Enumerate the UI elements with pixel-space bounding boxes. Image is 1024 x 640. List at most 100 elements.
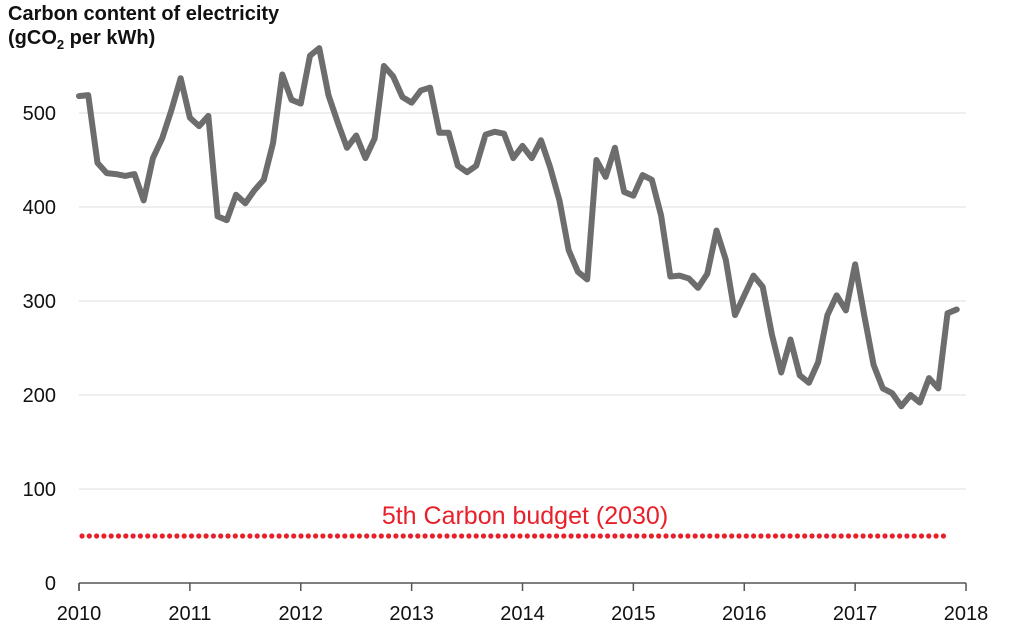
reference-dot: [772, 533, 779, 539]
x-tick-label: 2011: [168, 603, 211, 625]
chart-title-line1: Carbon content of electricity: [8, 3, 280, 25]
reference-dot: [641, 533, 647, 539]
reference-dot: [721, 533, 728, 539]
reference-dot: [539, 533, 545, 539]
reference-dot: [824, 533, 830, 539]
reference-dot: [860, 533, 866, 539]
x-tick-label: 2018: [944, 603, 989, 625]
reference-dot: [685, 533, 691, 539]
reference-dot: [313, 533, 319, 539]
reference-dot: [597, 533, 603, 539]
y-tick-label: 500: [23, 103, 56, 125]
reference-dot: [254, 533, 260, 539]
reference-dot: [845, 533, 852, 539]
reference-dot: [203, 533, 209, 539]
reference-dot: [634, 533, 640, 539]
reference-dot: [364, 533, 370, 539]
reference-dot: [648, 533, 655, 539]
reference-dot: [736, 533, 742, 539]
reference-dot: [101, 533, 107, 539]
reference-dot: [130, 533, 136, 539]
x-tick-label: 2014: [500, 603, 545, 625]
chart-title-line2: (gCO2 per kWh): [8, 26, 155, 57]
reference-dot: [605, 533, 611, 539]
reference-dot: [196, 533, 202, 539]
reference-dot: [809, 533, 815, 539]
reference-dot: [787, 533, 793, 539]
reference-dot: [123, 533, 129, 539]
reference-dot: [882, 533, 888, 539]
reference-dot: [495, 533, 501, 539]
reference-dot: [802, 533, 808, 539]
reference-dot: [517, 533, 523, 539]
y-tick-label: 200: [23, 385, 56, 407]
reference-dot: [524, 533, 530, 539]
reference-dot: [415, 533, 421, 539]
reference-dot: [933, 533, 939, 539]
reference-dot: [108, 533, 114, 539]
reference-dot: [561, 533, 567, 539]
reference-dot: [904, 533, 910, 539]
reference-dot: [918, 533, 925, 539]
reference-dot: [145, 533, 151, 539]
reference-dot: [488, 533, 494, 539]
reference-dot: [152, 533, 158, 539]
reference-dot: [911, 533, 917, 539]
reference-dot: [663, 533, 669, 539]
reference-dot: [174, 533, 180, 539]
reference-dot: [378, 533, 384, 539]
x-tick-label: 2013: [389, 603, 434, 625]
reference-dot: [816, 533, 822, 539]
reference-dot: [758, 533, 764, 539]
reference-dot: [473, 533, 479, 539]
reference-dot: [400, 533, 406, 539]
reference-dot: [115, 533, 122, 539]
reference-dot: [86, 533, 92, 539]
reference-dot: [437, 533, 443, 539]
reference-dot: [619, 533, 625, 539]
y-tick-label: 300: [23, 291, 56, 313]
reference-dot: [429, 533, 435, 539]
reference-dot: [853, 533, 859, 539]
reference-label: 5th Carbon budget (2030): [382, 502, 668, 530]
reference-dot: [546, 533, 552, 539]
reference-dot: [670, 533, 676, 539]
y-tick-label: 400: [23, 197, 56, 219]
reference-dot: [356, 533, 362, 539]
reference-dot: [780, 533, 786, 539]
reference-dot: [210, 533, 216, 539]
reference-dot: [532, 533, 538, 539]
reference-dot: [553, 533, 560, 539]
reference-dot: [765, 533, 771, 539]
x-tick-label: 2017: [833, 603, 878, 625]
reference-dot: [371, 533, 377, 539]
title-subscript: 2: [56, 37, 65, 52]
reference-dot: [838, 533, 844, 539]
reference-dot: [626, 533, 633, 539]
reference-dot: [94, 533, 100, 539]
reference-dot: [940, 533, 947, 539]
reference-dot: [714, 533, 720, 539]
reference-dot: [393, 533, 399, 539]
reference-dot: [137, 533, 143, 539]
reference-dot: [794, 533, 801, 539]
reference-dot: [480, 533, 487, 539]
reference-dot: [590, 533, 596, 539]
reference-dot: [327, 533, 333, 539]
reference-dot: [305, 533, 311, 539]
x-tick-label: 2015: [611, 603, 656, 625]
reference-dot: [743, 533, 749, 539]
x-tick-label: 2016: [722, 603, 767, 625]
reference-dot: [79, 533, 85, 539]
reference-dot: [232, 533, 238, 539]
reference-dot: [261, 533, 268, 539]
reference-dot: [247, 533, 253, 539]
reference-dot: [269, 533, 275, 539]
reference-dot: [751, 533, 757, 539]
reference-dot: [692, 533, 698, 539]
reference-dot: [568, 533, 574, 539]
reference-dot: [583, 533, 589, 539]
reference-dot: [729, 533, 735, 539]
